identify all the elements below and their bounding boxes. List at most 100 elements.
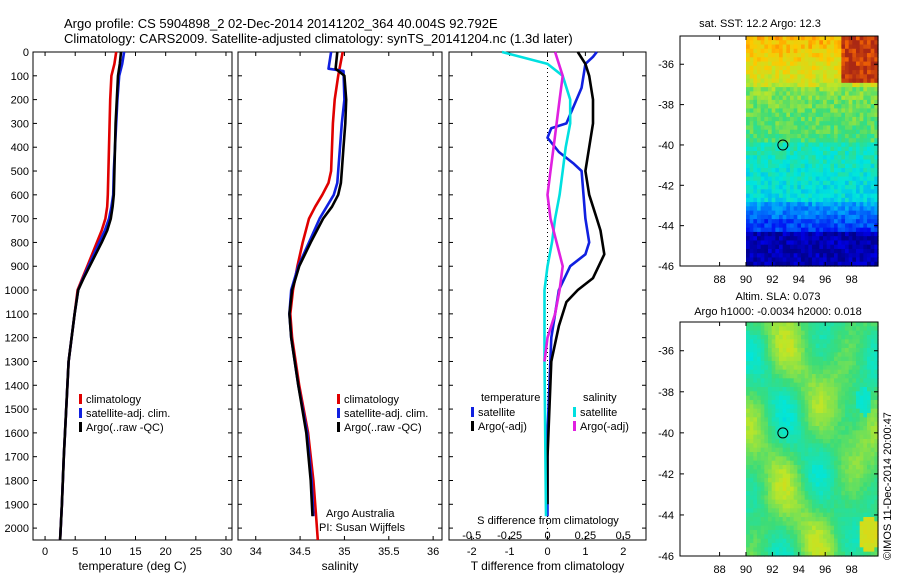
map-cell bbox=[841, 387, 846, 392]
map-cell bbox=[786, 469, 791, 475]
map-cell bbox=[786, 36, 791, 41]
s-tick-label: -0.25 bbox=[497, 530, 522, 542]
map-cell bbox=[819, 521, 824, 527]
map-cell bbox=[808, 469, 813, 475]
map-cell bbox=[782, 40, 787, 46]
map-cell bbox=[812, 36, 817, 41]
map-cell bbox=[804, 413, 809, 418]
map-cell bbox=[826, 236, 831, 242]
map-cell bbox=[867, 413, 872, 418]
map-cell bbox=[870, 44, 875, 50]
map-cell bbox=[786, 168, 791, 173]
map-cell bbox=[848, 538, 853, 544]
map-cell bbox=[801, 469, 806, 475]
map-cell bbox=[790, 491, 795, 496]
map-cell bbox=[874, 231, 879, 237]
map-cell bbox=[834, 133, 839, 139]
map-cell bbox=[812, 210, 817, 216]
map-cell bbox=[793, 210, 798, 216]
map-cell bbox=[808, 387, 813, 392]
map-cell bbox=[859, 180, 864, 186]
map-cell bbox=[830, 486, 835, 492]
map-cell bbox=[782, 439, 787, 444]
map-cell bbox=[764, 248, 769, 254]
map-cell bbox=[823, 521, 828, 527]
map-cell bbox=[779, 151, 784, 156]
map-cell bbox=[852, 517, 857, 522]
map-cell bbox=[746, 551, 751, 557]
map-cell bbox=[859, 227, 864, 233]
map-cell bbox=[790, 248, 795, 254]
map-cell bbox=[808, 95, 813, 101]
map-cell bbox=[793, 356, 798, 362]
map-cell bbox=[819, 176, 824, 182]
map-cell bbox=[793, 197, 798, 203]
map-cell bbox=[845, 202, 850, 207]
map-cell bbox=[841, 214, 846, 220]
map-cell bbox=[856, 482, 861, 488]
y-tick-label: 1800 bbox=[5, 475, 29, 487]
map-cell bbox=[856, 478, 861, 483]
map-cell bbox=[819, 330, 824, 336]
map-cell bbox=[757, 180, 762, 186]
map-cell bbox=[771, 465, 776, 470]
map-cell bbox=[834, 142, 839, 148]
map-cell bbox=[852, 99, 857, 105]
map-cell bbox=[771, 343, 776, 349]
map-cell bbox=[790, 133, 795, 139]
map-cell bbox=[826, 82, 831, 88]
map-cell bbox=[812, 530, 817, 535]
map-cell bbox=[863, 417, 868, 423]
map-cell bbox=[848, 322, 853, 327]
map-cell bbox=[856, 473, 861, 479]
map-cell bbox=[804, 146, 809, 152]
map-cell bbox=[760, 530, 765, 535]
map-cell bbox=[856, 335, 861, 340]
map-cell bbox=[757, 214, 762, 220]
map-cell bbox=[874, 180, 879, 186]
map-cell bbox=[760, 430, 765, 436]
map-cell bbox=[746, 491, 751, 496]
map-cell bbox=[768, 95, 773, 101]
map-cell bbox=[804, 36, 809, 41]
map-cell bbox=[845, 223, 850, 229]
map-cell bbox=[830, 335, 835, 340]
map-cell bbox=[793, 227, 798, 233]
map-cell bbox=[782, 421, 787, 427]
map-cell bbox=[764, 91, 769, 97]
map-cell bbox=[793, 121, 798, 127]
map-cell bbox=[764, 172, 769, 178]
map-cell bbox=[753, 189, 758, 195]
map-cell bbox=[786, 65, 791, 71]
map-cell bbox=[764, 547, 769, 553]
map-cell bbox=[848, 189, 853, 195]
map-cell bbox=[808, 210, 813, 216]
map-cell bbox=[790, 257, 795, 263]
map-cell bbox=[746, 206, 751, 212]
map-cell bbox=[757, 185, 762, 190]
map-cell bbox=[786, 74, 791, 80]
map-cell bbox=[815, 538, 820, 544]
map-cell bbox=[782, 387, 787, 392]
map-cell bbox=[815, 48, 820, 54]
map-cell bbox=[771, 426, 776, 431]
map-cell bbox=[859, 465, 864, 470]
map-cell bbox=[870, 53, 875, 58]
map-cell bbox=[870, 352, 875, 358]
map-cell bbox=[841, 543, 846, 548]
map-cell bbox=[819, 326, 824, 332]
map-cell bbox=[746, 197, 751, 203]
map-cell bbox=[859, 322, 864, 327]
map-cell bbox=[823, 482, 828, 488]
map-cell bbox=[753, 95, 758, 101]
credit-pi: PI: Susan Wijffels bbox=[319, 522, 405, 534]
map-cell bbox=[845, 74, 850, 80]
map-cell bbox=[819, 525, 824, 531]
map-cell bbox=[786, 193, 791, 199]
y-tick-label: 700 bbox=[11, 214, 29, 226]
map-cell bbox=[797, 104, 802, 110]
map-cell bbox=[841, 129, 846, 135]
map-cell bbox=[786, 534, 791, 540]
map-cell bbox=[790, 369, 795, 375]
map-cell bbox=[749, 530, 754, 535]
